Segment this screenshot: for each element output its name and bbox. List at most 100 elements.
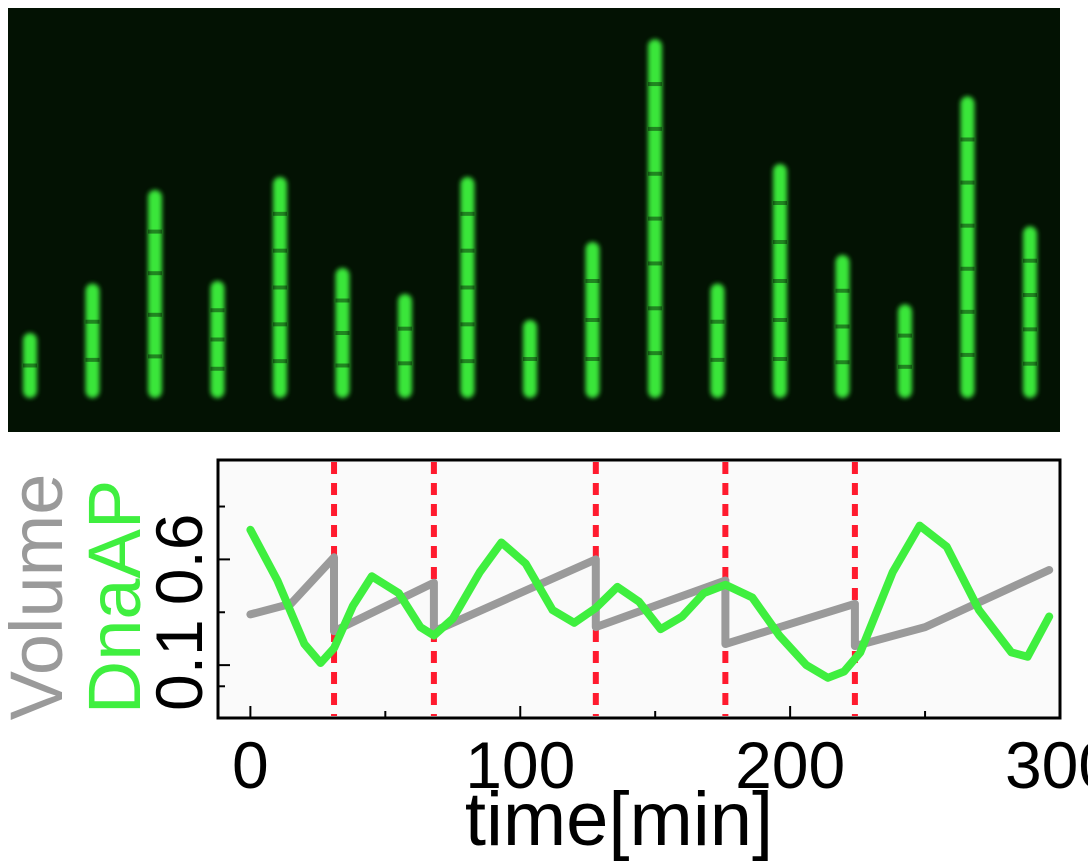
cell-body (335, 268, 350, 398)
cell-filament (773, 164, 787, 398)
cell-septum (273, 248, 287, 253)
y-tick-label: 0.6 (142, 514, 216, 606)
cell-septum (585, 357, 600, 361)
cell-septum (460, 359, 475, 364)
volume-series-line (246, 553, 1054, 651)
plot-frame (216, 458, 1062, 720)
cell-septum (835, 288, 850, 293)
cell-septum (1023, 361, 1037, 366)
cell-septum (898, 364, 912, 369)
cell-septum (335, 363, 350, 368)
cell-septum (835, 324, 850, 329)
cell-septum (1023, 327, 1037, 332)
x-tick-label: 0 (232, 728, 269, 802)
cell-septum (85, 357, 100, 362)
cell-septum (773, 357, 787, 361)
cell-filament (835, 255, 850, 398)
cell-septum (585, 318, 600, 322)
cell-septum (460, 322, 475, 327)
cell-filament (460, 177, 475, 398)
cell-septum (835, 360, 850, 365)
cell-filament (335, 268, 350, 398)
cell-kymograph-image (8, 8, 1060, 432)
cell-filament (398, 294, 412, 398)
cell-septum (648, 306, 662, 311)
x-tick-label: 300 (1005, 728, 1088, 802)
cell-septum (273, 285, 287, 290)
cell-septum (773, 201, 787, 205)
cell-septum (773, 318, 787, 322)
cell-septum (648, 171, 662, 176)
cell-septum (648, 82, 662, 87)
cell-body (710, 283, 725, 398)
cell-filament (23, 333, 37, 398)
cell-septum (273, 211, 287, 216)
cell-septum (23, 363, 37, 368)
cell-filament (210, 281, 225, 398)
cell-septum (1023, 258, 1037, 263)
cell-septum (210, 308, 225, 313)
cell-body (773, 164, 787, 398)
x-axis-label: time[min] (465, 777, 773, 862)
cell-filament (960, 96, 975, 399)
cell-septum (148, 354, 162, 359)
cell-filament (585, 242, 600, 398)
y-axis-label-dnaap: DnaAP (73, 480, 156, 714)
cell-septum (335, 298, 350, 303)
cell-filament (523, 320, 537, 398)
cell-septum (960, 223, 975, 228)
plot-area (218, 460, 1060, 718)
cell-body (148, 190, 162, 398)
cell-septum (648, 351, 662, 356)
cell-septum (335, 331, 350, 335)
cell-septum (85, 319, 100, 324)
cell-septum (273, 322, 287, 327)
cell-septum (210, 366, 225, 371)
cell-septum (398, 361, 412, 366)
cell-septum (398, 326, 412, 331)
cell-filament (148, 190, 162, 398)
cell-body (585, 242, 600, 398)
cell-filament (1023, 226, 1037, 398)
cell-septum (898, 333, 912, 338)
cell-septum (648, 216, 662, 221)
cell-septum (460, 248, 475, 253)
cell-septum (960, 309, 975, 314)
cell-filament (898, 304, 912, 398)
cell-body (85, 283, 100, 398)
cell-body (523, 320, 537, 398)
x-tick-label: 100 (465, 728, 575, 802)
cell-septum (960, 137, 975, 142)
cell-septum (773, 279, 787, 283)
cell-body (1023, 226, 1037, 398)
cell-septum (648, 261, 662, 266)
cell-septum (148, 312, 162, 317)
cell-septum (273, 359, 287, 364)
cell-body (835, 255, 850, 398)
cell-body (460, 177, 475, 398)
cell-septum (648, 126, 662, 131)
cell-filament (648, 39, 662, 398)
cell-septum (773, 240, 787, 244)
cell-filament (273, 177, 287, 398)
y-axis-label-volume: Volume (0, 474, 78, 721)
cell-septum (1023, 293, 1037, 298)
cell-septum (710, 319, 725, 324)
x-tick-label: 200 (735, 728, 845, 802)
cell-septum (148, 229, 162, 234)
cell-body (898, 304, 912, 398)
y-tick-label: 0.1 (142, 619, 216, 711)
cell-body (23, 333, 37, 398)
cell-body (648, 39, 662, 398)
cell-septum (148, 271, 162, 276)
cell-body (398, 294, 412, 398)
cell-septum (210, 337, 225, 342)
cell-septum (710, 357, 725, 362)
cell-filament (85, 283, 100, 398)
cell-septum (960, 266, 975, 271)
cell-septum (960, 352, 975, 357)
cell-filament (710, 283, 725, 398)
cell-body (960, 96, 975, 399)
cell-septum (460, 211, 475, 216)
